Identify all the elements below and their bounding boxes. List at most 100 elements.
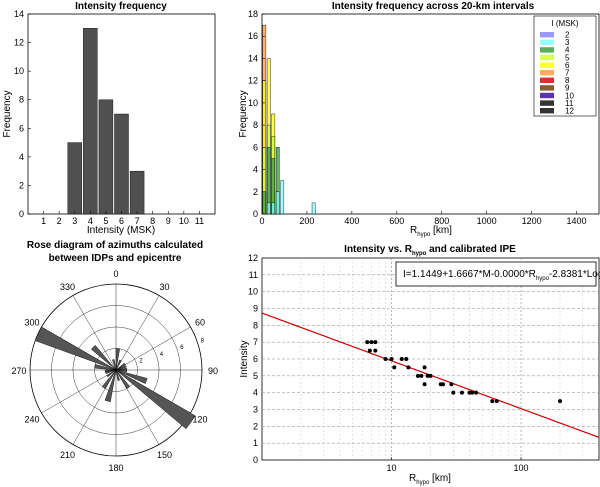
histogram-bar	[98, 99, 114, 215]
rose-petal	[105, 369, 117, 373]
ipe-data-point	[365, 340, 370, 345]
ipe-data-point	[389, 357, 394, 361]
legend-label: 12	[565, 107, 574, 116]
histogram-bar	[114, 113, 129, 215]
distance-ylabel: Frequency	[238, 90, 249, 137]
histogram-xtick-label: 9	[166, 216, 171, 226]
legend-label: 7	[565, 69, 570, 78]
legend-swatch	[540, 85, 554, 91]
ipe-data-point	[494, 399, 499, 404]
distance-ytick-label: 18	[248, 9, 258, 19]
rose-angle-label: 300	[24, 318, 39, 328]
ipe-xtick-label: 100	[514, 463, 529, 473]
rose-angle-label: 330	[60, 282, 75, 292]
histogram-xtick-label: 10	[179, 216, 189, 226]
rose-angle-label: 30	[159, 282, 169, 292]
legend-title: I (MSK)	[551, 19, 578, 28]
ipe-data-point	[449, 382, 454, 387]
ipe-data-point	[451, 390, 456, 395]
legend-swatch	[540, 77, 554, 83]
legend-swatch	[540, 100, 554, 106]
rose-petal	[115, 348, 120, 371]
distance-ytick-label: 0	[253, 209, 258, 219]
histogram-ytick-label: 10	[14, 66, 24, 76]
histogram-ytick-label: 14	[14, 9, 24, 19]
legend-swatch	[540, 32, 554, 38]
ipe-ytick-label: 7	[253, 337, 258, 347]
distance-bar	[275, 191, 280, 215]
ipe-ytick-label: 10	[248, 287, 258, 297]
histogram-xtick-label: 5	[103, 216, 108, 226]
rose-radial-label: 8	[201, 338, 205, 344]
ipe-data-point	[383, 357, 388, 361]
ipe-data-point	[422, 382, 427, 387]
ipe-data-point	[373, 348, 378, 353]
ipe-ytick-label: 0	[253, 455, 258, 465]
legend-swatch	[540, 62, 554, 68]
rose-petal	[91, 345, 117, 371]
distance-bar	[271, 202, 276, 215]
histogram-xtick-label: 7	[135, 216, 140, 226]
distance-xtick-label: 1400	[567, 216, 587, 226]
distance-ytick-label: 2	[253, 187, 258, 197]
equation-box	[395, 261, 597, 287]
rose-radial-label: 4	[160, 352, 164, 358]
legend-swatch	[540, 92, 554, 99]
histogram-bar	[129, 170, 145, 215]
distance-xtick-label: 1200	[522, 216, 542, 226]
distance-xtick-label: 200	[299, 216, 314, 226]
distance-ytick-label: 4	[253, 165, 258, 175]
legend-label: 10	[565, 91, 574, 100]
equation-text: I=1.1449+1.6667*M-0.0000*Rhypo-2.8381*Lo…	[403, 269, 600, 282]
ipe-ytick-label: 9	[253, 304, 258, 314]
histogram-ytick-label: 2	[19, 180, 24, 190]
ipe-title: Intensity vs. Rhypo and calibrated IPE	[344, 244, 516, 257]
histogram-title: Intensity frequency	[75, 1, 167, 12]
histogram-panel: Intensity frequency 1 2 3 4 5 6 7 8 9 10 11 024681…	[2, 1, 216, 236]
ipe-data-point	[459, 390, 464, 395]
distance-xtick-label: 1000	[477, 216, 497, 226]
ipe-data-point	[474, 390, 479, 395]
distance-bar	[280, 180, 285, 215]
ipe-data-point	[490, 399, 495, 404]
histogram-xlabel: Intensity (MSK)	[87, 225, 155, 236]
rose-petal	[104, 369, 117, 402]
distance-xtick-label: 0	[259, 216, 264, 226]
distance-ytick-label: 12	[248, 76, 258, 86]
histogram-xtick-label: 2	[57, 216, 62, 226]
rose-panel: Rose diagram of azimuths calculated betw…	[11, 240, 218, 473]
legend-label: 11	[565, 99, 574, 108]
ipe-data-point	[419, 373, 424, 378]
distance-bar	[266, 202, 271, 215]
rose-angle-label: 210	[60, 450, 75, 460]
ipe-data-point	[369, 340, 374, 345]
ipe-data-point	[441, 382, 446, 387]
ipe-data-point	[425, 373, 430, 378]
legend-label: 6	[565, 61, 570, 70]
histogram-xtick-label: 4	[88, 216, 93, 226]
histogram-bar	[67, 142, 82, 215]
ipe-ylabel: Intensity	[239, 340, 250, 377]
distance-xlabel: Rhypo [km]	[410, 225, 452, 238]
ipe-ytick-label: 5	[253, 371, 258, 381]
legend-swatch	[540, 108, 554, 114]
legend-label: 9	[565, 84, 570, 93]
histogram-xtick-label: 6	[119, 216, 124, 226]
distance-ytick-label: 6	[253, 142, 258, 152]
histogram-bar	[83, 28, 98, 215]
histogram-xtick-label: 11	[195, 216, 204, 226]
ipe-data-point	[367, 348, 372, 353]
distance-panel: Intensity frequency across 20-km interva…	[238, 1, 600, 238]
ipe-data-point	[399, 357, 404, 361]
rose-angle-label: 180	[108, 463, 123, 473]
distance-ytick-label: 8	[253, 120, 258, 130]
distance-xtick-label: 600	[389, 216, 404, 226]
rose-petal	[112, 359, 117, 371]
distance-ytick-label: 14	[248, 53, 258, 63]
histogram-ylabel: Frequency	[2, 90, 13, 137]
ipe-data-point	[428, 373, 433, 378]
distance-xtick-label: 400	[344, 216, 359, 226]
ipe-data-point	[392, 365, 397, 370]
rose-petal	[115, 359, 122, 371]
